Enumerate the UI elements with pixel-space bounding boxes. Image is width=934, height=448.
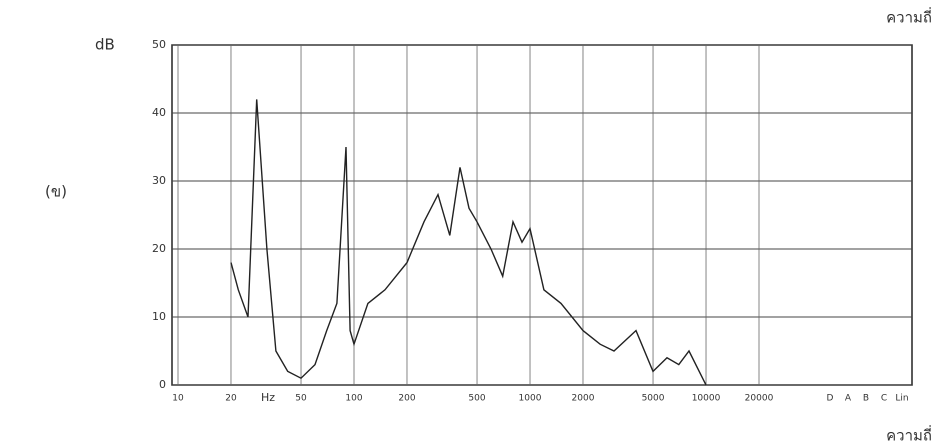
y-axis-label: dB (95, 36, 115, 54)
y-tick-label: 0 (159, 378, 166, 391)
x-tick-label: 100 (345, 394, 362, 404)
weighting-label: B (863, 394, 869, 404)
x-tick-label: 20000 (745, 394, 774, 404)
spectrum-line (231, 99, 706, 385)
x-axis-label-top: ความถี่ (886, 7, 932, 27)
y-tick-label: 30 (152, 174, 166, 187)
x-tick-label: 20 (225, 394, 237, 404)
y-tick-label: 10 (152, 310, 166, 323)
weighting-label: A (845, 394, 852, 404)
plot-frame (172, 45, 912, 385)
weighting-label: C (881, 394, 887, 404)
weighting-label: D (827, 394, 834, 404)
weighting-label: Lin (895, 394, 908, 404)
y-tick-label: 50 (152, 38, 166, 51)
chart: dB (ข) ความถี่ ความถี่ Hz 0 10 20 30 40 50 10 2… (0, 0, 934, 448)
x-unit: Hz (261, 391, 275, 404)
x-tick-label: 10 (172, 394, 184, 404)
x-axis-label: ความถี่ (886, 425, 932, 445)
x-tick-label: 1000 (519, 394, 542, 404)
y-tick-label: 20 (152, 242, 166, 255)
x-tick-label: 10000 (692, 394, 721, 404)
y-tick-label: 40 (152, 106, 166, 119)
x-tick-label: 50 (295, 394, 307, 404)
x-tick-label: 200 (398, 394, 415, 404)
x-tick-label: 5000 (642, 394, 665, 404)
panel-label: (ข) (45, 183, 67, 201)
x-tick-label: 500 (468, 394, 485, 404)
x-tick-label: 2000 (572, 394, 595, 404)
